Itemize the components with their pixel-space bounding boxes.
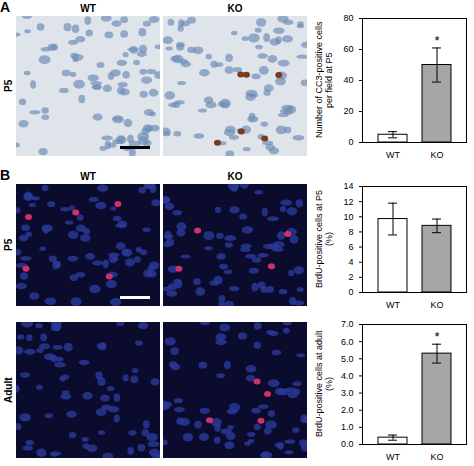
svg-text:WT: WT [386, 150, 400, 160]
svg-text:20: 20 [343, 106, 353, 116]
svg-text:KO: KO [430, 150, 443, 160]
html-text:BrdU-positive cells at P5 (%): BrdU-positive cells at P5 (%) [314, 190, 334, 288]
svg-text:40: 40 [343, 75, 353, 85]
svg-text:3.0: 3.0 [341, 388, 354, 398]
svg-text:WT: WT [386, 300, 400, 310]
svg-text:10: 10 [343, 212, 353, 222]
svg-text:*: * [434, 33, 439, 48]
html-text:Number of CC3-positive cells p: Number of CC3-positive cells per field a… [314, 21, 334, 139]
svg-text:14: 14 [343, 181, 353, 191]
svg-text:80: 80 [343, 13, 353, 23]
svg-text:6: 6 [348, 242, 353, 252]
html-text:KO: KO [227, 171, 243, 182]
svg-text:8: 8 [348, 227, 353, 237]
svg-text:0: 0 [348, 287, 353, 297]
html-text:KO: KO [227, 3, 243, 14]
html-text:WT: WT [80, 3, 96, 14]
svg-text:WT: WT [386, 452, 400, 462]
svg-text:12: 12 [343, 197, 353, 207]
svg-text:4.0: 4.0 [341, 371, 354, 381]
svg-text:0.0: 0.0 [341, 439, 354, 449]
svg-text:6.0: 6.0 [341, 337, 354, 347]
html-text:B: B [0, 167, 11, 183]
html-text:P5: P5 [2, 79, 14, 93]
svg-text:KO: KO [430, 300, 443, 310]
svg-text:0: 0 [348, 137, 353, 147]
svg-text:KO: KO [430, 452, 443, 462]
svg-text:7.0: 7.0 [341, 319, 354, 329]
svg-text:2: 2 [348, 272, 353, 282]
svg-text:4: 4 [348, 257, 353, 267]
html-text:WT: WT [80, 171, 96, 182]
html-text:BrdU-positive cells at adult (: BrdU-positive cells at adult (%) [314, 330, 334, 438]
html-text:Adult: Adult [2, 377, 14, 403]
svg-text:60: 60 [343, 44, 353, 54]
svg-text:*: * [434, 329, 439, 344]
svg-text:2.0: 2.0 [341, 405, 354, 415]
html-text:A: A [0, 0, 11, 15]
html-text:P5: P5 [2, 238, 14, 252]
svg-text:5.0: 5.0 [341, 354, 354, 364]
svg-text:1.0: 1.0 [341, 422, 354, 432]
